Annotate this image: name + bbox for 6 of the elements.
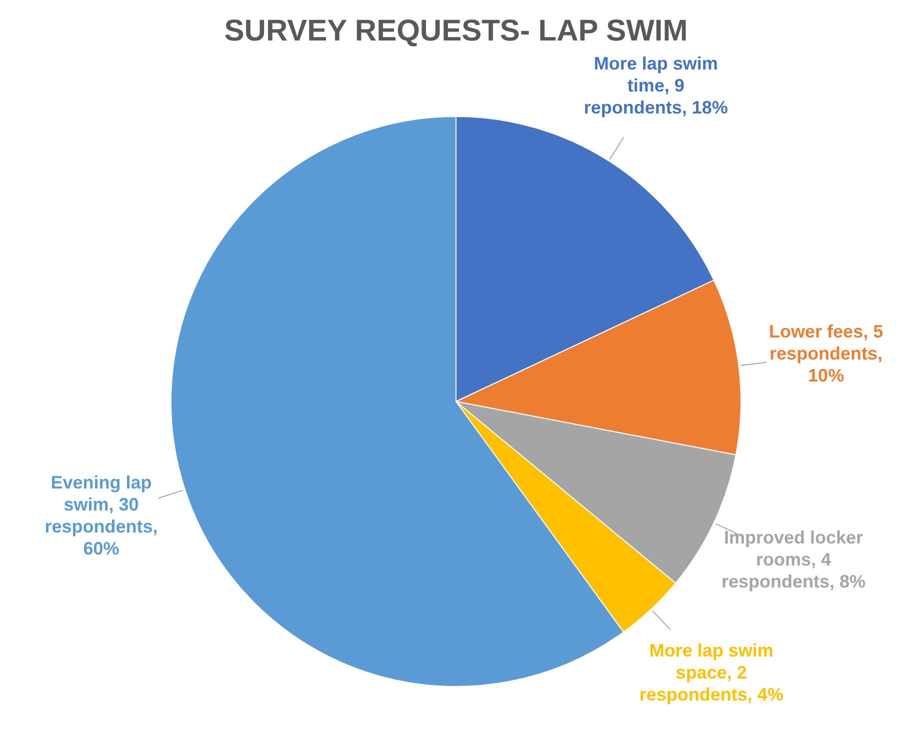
slice-label: Evening lap swim, 30 respondents, 60% — [44, 472, 158, 559]
slice-label: More lap swim space, 2 respondents, 4% — [639, 640, 784, 704]
slice-label: Lower fees, 5 respondents, 10% — [769, 322, 884, 386]
slice-label: Improved locker rooms, 4 respondents, 8% — [721, 527, 866, 592]
slice-label: More lap swim time, 9 repondents, 18% — [584, 54, 728, 118]
chart-title: SURVEY REQUESTS- LAP SWIM — [224, 14, 688, 48]
